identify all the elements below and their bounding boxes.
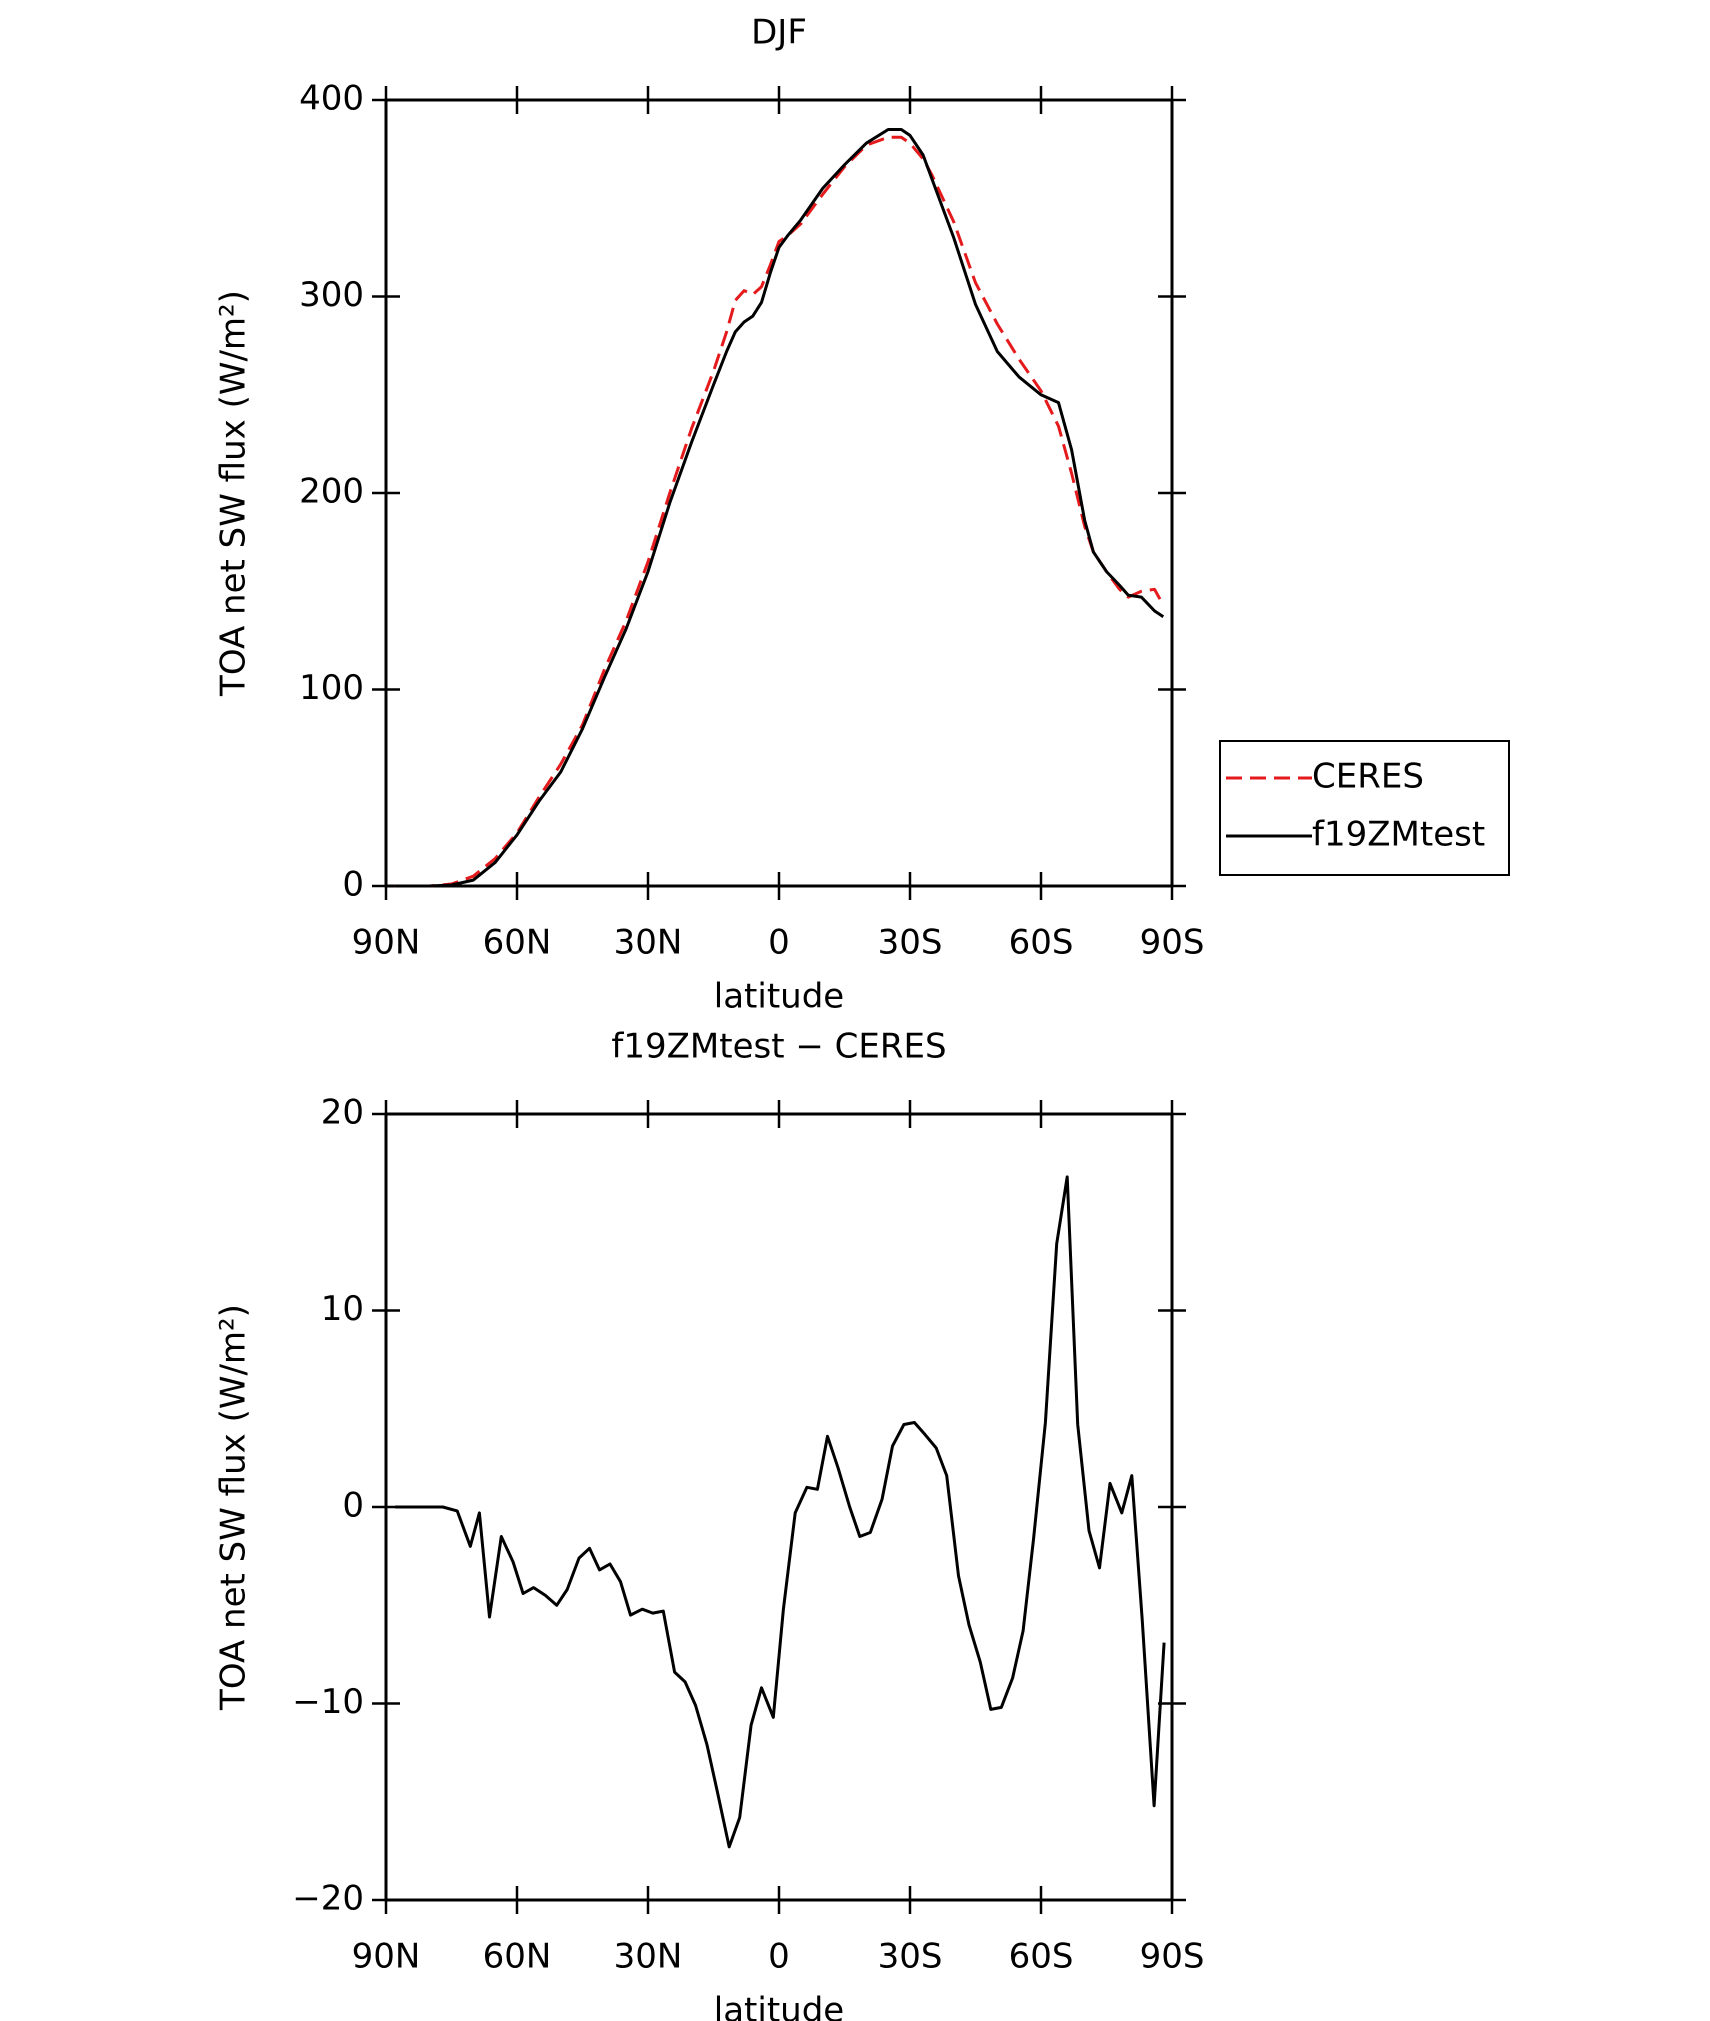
y-tick-label: 0	[342, 865, 364, 905]
x-tick-label: 30S	[878, 1937, 943, 1977]
x-axis-label: latitude	[714, 977, 844, 1017]
data-line	[395, 1175, 1166, 1849]
plot-frame	[384, 98, 1174, 888]
x-tick-label: 90S	[1140, 923, 1205, 963]
y-tick-label: 200	[299, 472, 364, 512]
data-line	[394, 128, 1165, 888]
plot-frame	[384, 1112, 1174, 1902]
y-tick-label: 400	[299, 79, 364, 119]
chart-title: f19ZMtest − CERES	[611, 1027, 946, 1067]
x-tick-label: 30N	[614, 1937, 683, 1977]
x-tick-label: 60N	[483, 1937, 552, 1977]
y-axis-label: TOA net SW flux (W/m²)	[214, 290, 254, 697]
y-tick-label: 0	[342, 1486, 364, 1526]
x-tick-label: 60N	[483, 923, 552, 963]
y-tick-label: 10	[321, 1289, 364, 1329]
y-axis-label: TOA net SW flux (W/m²)	[214, 1304, 254, 1711]
x-tick-label: 90N	[352, 1937, 421, 1977]
x-tick-label: 30S	[878, 923, 943, 963]
chart-title: DJF	[751, 13, 807, 53]
y-tick-label: 20	[321, 1093, 364, 1133]
y-tick-label: 300	[299, 275, 364, 315]
y-tick-label: 100	[299, 668, 364, 708]
x-tick-label: 90S	[1140, 1937, 1205, 1977]
x-tick-label: 90N	[352, 923, 421, 963]
x-tick-label: 60S	[1009, 923, 1074, 963]
legend-label: CERES	[1312, 757, 1424, 797]
x-tick-label: 0	[768, 923, 790, 963]
y-tick-label: −20	[292, 1879, 364, 1919]
x-tick-label: 30N	[614, 923, 683, 963]
x-axis-label: latitude	[714, 1991, 844, 2021]
y-tick-label: −10	[292, 1682, 364, 1722]
legend-label: f19ZMtest	[1312, 815, 1485, 855]
x-tick-label: 60S	[1009, 1937, 1074, 1977]
x-tick-label: 0	[768, 1937, 790, 1977]
legend-box	[1219, 740, 1510, 876]
data-line	[394, 135, 1165, 888]
